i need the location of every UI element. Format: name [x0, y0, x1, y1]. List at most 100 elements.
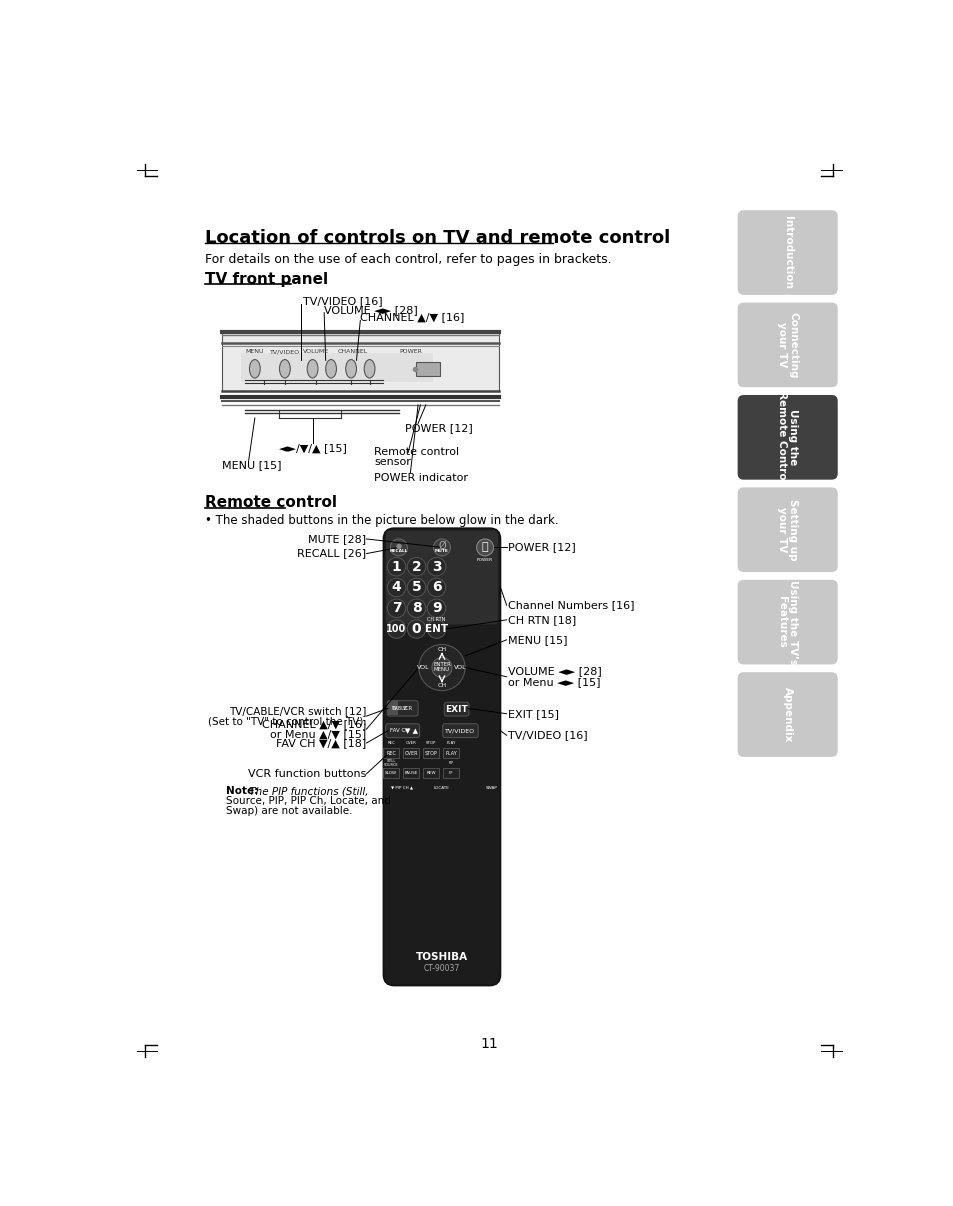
Text: STOP: STOP [426, 740, 436, 745]
FancyBboxPatch shape [737, 580, 837, 665]
Text: POWER: POWER [398, 350, 421, 355]
FancyBboxPatch shape [737, 396, 837, 480]
Text: Remote control: Remote control [205, 496, 336, 510]
Text: REC: REC [386, 750, 395, 755]
Circle shape [407, 578, 425, 597]
Text: ◄►/▼/▲ [15]: ◄►/▼/▲ [15] [279, 444, 347, 453]
Text: FF: FF [448, 771, 453, 775]
Text: ▼ PIP CH ▲: ▼ PIP CH ▲ [391, 785, 413, 790]
Text: PLAY: PLAY [446, 740, 456, 745]
Text: PLAY: PLAY [445, 750, 456, 755]
Text: 0: 0 [412, 622, 421, 636]
Ellipse shape [279, 359, 290, 377]
Bar [383, 748, 398, 759]
Text: OVER: OVER [404, 750, 417, 755]
Text: PAUSE: PAUSE [404, 771, 417, 775]
Circle shape [418, 644, 464, 691]
Text: CT-90037: CT-90037 [423, 964, 459, 973]
Bar [403, 768, 418, 778]
Text: MENU [15]: MENU [15] [508, 634, 567, 645]
Text: 3: 3 [432, 560, 441, 574]
FancyBboxPatch shape [444, 702, 469, 716]
Text: Using the TV’s
Features: Using the TV’s Features [776, 580, 798, 665]
Circle shape [390, 539, 407, 556]
Text: VCR function buttons: VCR function buttons [248, 768, 366, 779]
Text: CH RTN [18]: CH RTN [18] [508, 615, 576, 625]
Text: 100: 100 [386, 624, 406, 634]
Text: ENT: ENT [424, 624, 448, 634]
Text: or Menu ◄► [15]: or Menu ◄► [15] [508, 678, 600, 687]
Text: Location of controls on TV and remote control: Location of controls on TV and remote co… [205, 229, 669, 247]
Text: VOLUME ◄► [28]: VOLUME ◄► [28] [508, 667, 601, 677]
Ellipse shape [325, 359, 336, 377]
Circle shape [476, 539, 493, 556]
Circle shape [427, 620, 445, 638]
Bar [241, 353, 433, 382]
Text: VOL: VOL [416, 665, 430, 671]
Text: MENU: MENU [434, 667, 450, 673]
Text: TV front panel: TV front panel [205, 271, 328, 287]
Bar [403, 748, 418, 759]
Text: REW: REW [426, 771, 436, 775]
Circle shape [427, 578, 445, 597]
Bar [423, 748, 438, 759]
Text: VCR: VCR [402, 706, 413, 710]
Circle shape [433, 539, 450, 556]
FancyBboxPatch shape [737, 210, 837, 295]
Circle shape [387, 599, 405, 617]
Circle shape [427, 599, 445, 617]
Text: POWER: POWER [476, 558, 493, 562]
Text: TV/CABLE/VCR switch [12]: TV/CABLE/VCR switch [12] [229, 707, 366, 716]
Text: ▼ ▲: ▼ ▲ [404, 727, 417, 733]
Text: VOLUME ◄► [28]: VOLUME ◄► [28] [324, 305, 417, 315]
Text: Note:: Note: [225, 786, 257, 796]
Text: Using the
Remote Control: Using the Remote Control [776, 391, 798, 484]
Text: LOCATE: LOCATE [434, 785, 450, 790]
Text: TV/VIDEO: TV/VIDEO [445, 728, 475, 733]
FancyBboxPatch shape [442, 724, 477, 738]
Circle shape [407, 620, 425, 638]
Circle shape [387, 578, 405, 597]
Text: CABLE: CABLE [391, 706, 407, 710]
Text: OVER: OVER [405, 740, 416, 745]
Text: Setting up
your TV: Setting up your TV [776, 499, 798, 561]
FancyBboxPatch shape [737, 303, 837, 387]
Text: 4: 4 [392, 580, 401, 595]
Text: CH: CH [436, 648, 446, 652]
Circle shape [427, 557, 445, 576]
Text: 2: 2 [412, 560, 421, 574]
Text: 11: 11 [479, 1037, 497, 1052]
Text: Connecting
your TV: Connecting your TV [776, 311, 798, 379]
Bar [388, 702, 397, 715]
Text: SLOW: SLOW [385, 771, 396, 775]
Text: EXIT [15]: EXIT [15] [508, 709, 558, 719]
Text: SWAP: SWAP [485, 785, 497, 790]
Text: CHANNEL ▲/▼ [16]: CHANNEL ▲/▼ [16] [262, 719, 366, 728]
Text: TV/VIDEO [16]: TV/VIDEO [16] [508, 731, 587, 740]
Text: Remote control: Remote control [374, 447, 458, 457]
Text: PIP: PIP [448, 761, 454, 765]
Ellipse shape [307, 359, 317, 377]
Text: ENTER: ENTER [433, 662, 451, 667]
Text: TOSHIBA: TOSHIBA [416, 952, 468, 962]
Text: Swap) are not available.: Swap) are not available. [225, 806, 352, 816]
Text: 6: 6 [432, 580, 441, 595]
Text: REC: REC [387, 740, 395, 745]
Text: MENU: MENU [245, 350, 264, 355]
Text: CH: CH [436, 683, 446, 687]
Text: RECALL [26]: RECALL [26] [297, 549, 366, 558]
Ellipse shape [249, 359, 260, 377]
FancyBboxPatch shape [737, 672, 837, 757]
FancyBboxPatch shape [385, 531, 497, 625]
Text: ●: ● [395, 543, 401, 549]
FancyBboxPatch shape [385, 724, 419, 738]
Circle shape [432, 657, 452, 678]
Text: The PIP functions (Still,: The PIP functions (Still, [246, 786, 369, 796]
Text: TV: TV [391, 706, 397, 710]
Ellipse shape [345, 359, 356, 377]
Text: POWER indicator: POWER indicator [374, 473, 468, 482]
Text: EXIT: EXIT [445, 704, 468, 714]
Text: TV/VIDEO: TV/VIDEO [270, 350, 299, 355]
FancyBboxPatch shape [737, 487, 837, 572]
Bar [221, 332, 498, 391]
